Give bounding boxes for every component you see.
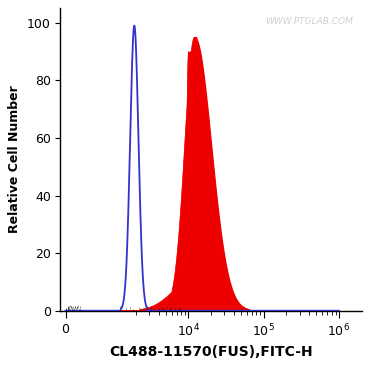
Text: WWW.PTGLAB.COM: WWW.PTGLAB.COM bbox=[265, 17, 353, 26]
Y-axis label: Relative Cell Number: Relative Cell Number bbox=[9, 86, 21, 233]
X-axis label: CL488-11570(FUS),FITC-H: CL488-11570(FUS),FITC-H bbox=[109, 345, 313, 359]
